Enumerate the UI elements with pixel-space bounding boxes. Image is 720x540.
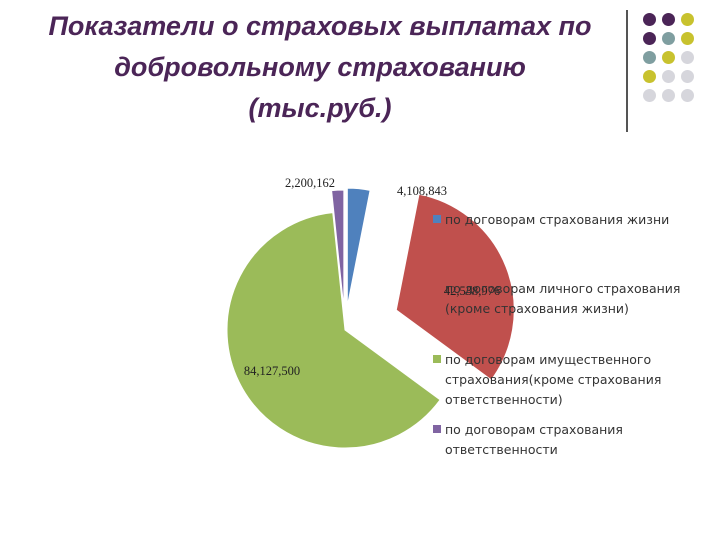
pie-slice-personal bbox=[395, 193, 515, 381]
data-label-liability: 2,200,162 bbox=[285, 176, 335, 190]
title-line-3: (тыс.руб.) bbox=[248, 93, 392, 123]
legend-swatch-liability bbox=[433, 425, 441, 433]
decor-dot bbox=[681, 89, 694, 102]
slide-title: Показатели о страховых выплатах по добро… bbox=[20, 6, 620, 129]
decor-dot bbox=[643, 13, 656, 26]
title-line-1: Показатели о страховых выплатах по bbox=[48, 11, 592, 41]
decor-dot bbox=[681, 13, 694, 26]
decor-dot bbox=[643, 32, 656, 45]
legend-swatch-property bbox=[433, 355, 441, 363]
legend-label-life: по договорам страхования жизни bbox=[445, 212, 670, 227]
decor-dot bbox=[681, 70, 694, 83]
pie-slice-liability bbox=[331, 189, 345, 309]
legend-swatch-personal bbox=[433, 284, 441, 292]
legend-swatch-life bbox=[433, 215, 441, 223]
legend-label-property: по договорам имущественного страхования(… bbox=[445, 352, 662, 407]
decor-dot bbox=[662, 51, 675, 64]
decor-dot bbox=[662, 89, 675, 102]
decor-dot bbox=[681, 51, 694, 64]
decor-dot bbox=[662, 32, 675, 45]
data-label-life: 4,108,843 bbox=[397, 184, 447, 198]
decor-dot bbox=[643, 89, 656, 102]
legend-label-personal: по договорам личного страхования (кроме … bbox=[445, 281, 681, 316]
decor-dot bbox=[681, 32, 694, 45]
decor-dot bbox=[643, 70, 656, 83]
pie-slice-property bbox=[226, 212, 441, 449]
decor-dot bbox=[662, 70, 675, 83]
data-label-property: 84,127,500 bbox=[244, 364, 300, 378]
data-label-personal: 42,538,976 bbox=[444, 284, 500, 298]
pie-slice-life bbox=[346, 187, 371, 307]
decor-dot bbox=[662, 13, 675, 26]
legend-label-liability: по договорам страхования ответственности bbox=[445, 422, 623, 457]
decor-divider bbox=[626, 10, 628, 132]
decor-dot bbox=[643, 51, 656, 64]
title-line-2: добровольному страхованию bbox=[114, 52, 526, 82]
